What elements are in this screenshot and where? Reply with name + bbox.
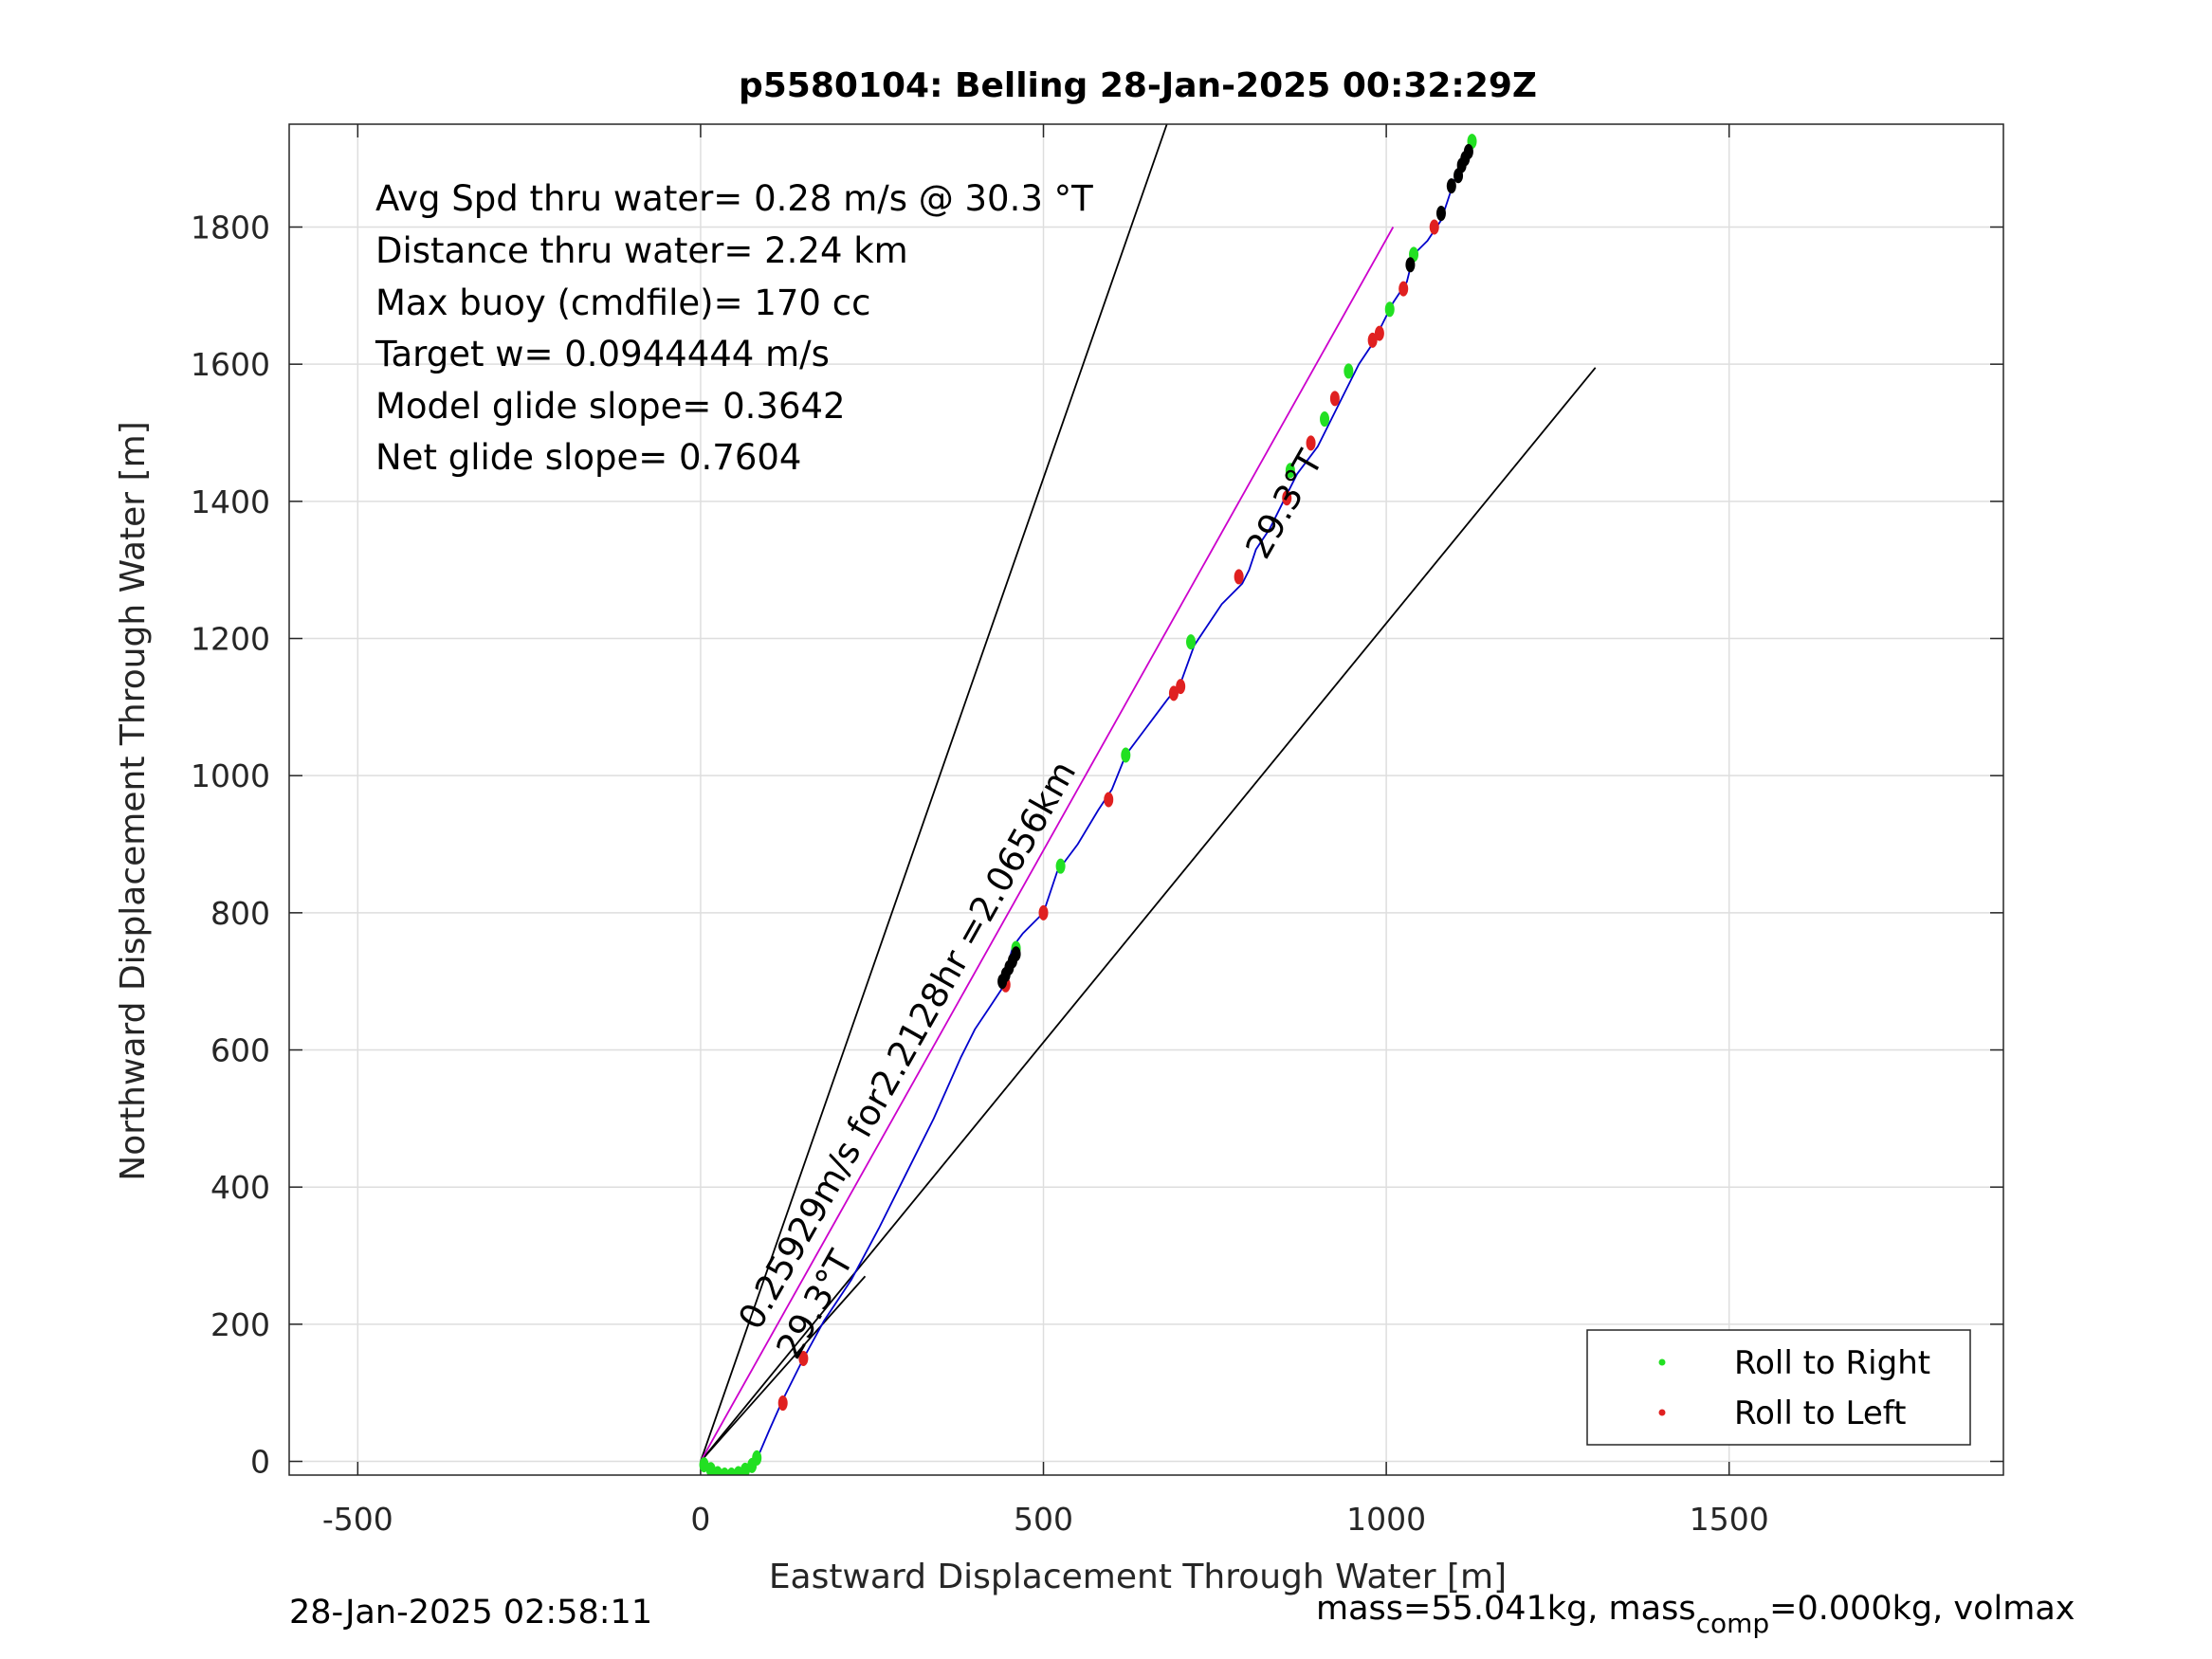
roll-left-point — [1104, 792, 1114, 808]
y-tick-label: 1400 — [191, 483, 270, 520]
heading-point — [1463, 143, 1473, 159]
tick-marks — [289, 124, 2003, 1475]
roll-left-point — [1168, 685, 1179, 702]
legend: Roll to Right Roll to Left — [1586, 1329, 1971, 1446]
reference-lines — [700, 124, 1597, 1463]
legend-label-roll-left: Roll to Left — [1734, 1395, 1907, 1432]
roll-left-point — [1367, 332, 1378, 348]
x-tick-label: 0 — [690, 1501, 710, 1538]
x-tick-labels: -500 0 500 1000 1500 — [322, 1501, 1769, 1538]
heading-point — [1446, 178, 1456, 194]
roll-right-point — [1384, 301, 1395, 318]
plot-area — [289, 124, 2003, 1475]
chart-title: p5580104: Belling 28-Jan-2025 00:32:29Z — [739, 66, 1537, 105]
y-tick-labels: 0 200 400 600 800 1000 1200 1400 1600 1800 — [191, 210, 270, 1481]
y-tick-label: 1000 — [191, 757, 270, 794]
cone-left-line — [700, 124, 1168, 1462]
y-tick-label: 1200 — [191, 621, 270, 658]
roll-left-point — [1038, 904, 1049, 921]
roll-points — [699, 134, 1477, 1475]
y-axis-label: Northward Displacement Through Water [m] — [114, 421, 153, 1180]
stats-block: Avg Spd thru water= 0.28 m/s @ 30.3 °T D… — [375, 178, 1093, 478]
footer-mass-prefix: mass=55.041kg, mass — [1316, 1590, 1696, 1628]
stat-net-glide: Net glide slope= 0.7604 — [375, 437, 801, 478]
y-tick-label: 600 — [210, 1032, 270, 1069]
grid — [289, 124, 2003, 1475]
roll-right-point — [1285, 463, 1295, 479]
roll-left-point — [1282, 490, 1292, 506]
footer-mass: mass=55.041kg, masscomp=0.000kg, volmax — [1316, 1590, 2075, 1639]
stat-distance: Distance thru water= 2.24 km — [375, 230, 908, 271]
y-tick-label: 400 — [210, 1169, 270, 1206]
roll-left-point — [777, 1395, 788, 1412]
cone-right-line — [700, 367, 1597, 1463]
roll-left-point — [1234, 569, 1244, 585]
legend-label-roll-right: Roll to Right — [1734, 1344, 1930, 1382]
legend-box — [1586, 1329, 1971, 1446]
roll-left-point — [1429, 219, 1439, 235]
footer-mass-suffix: =0.000kg, volmax — [1769, 1590, 2075, 1628]
y-tick-label: 1600 — [191, 346, 270, 383]
roll-left-point — [1176, 679, 1186, 695]
roll-left-point — [1329, 391, 1340, 407]
roll-left-point — [1306, 435, 1316, 451]
net-displacement-line — [700, 227, 1395, 1462]
heading-point — [1405, 257, 1416, 273]
stat-avg-speed: Avg Spd thru water= 0.28 m/s @ 30.3 °T — [375, 178, 1093, 219]
x-tick-label: 500 — [1014, 1501, 1073, 1538]
legend-marker-roll-right — [1658, 1358, 1666, 1366]
roll-right-point — [752, 1449, 762, 1466]
roll-right-point — [1344, 363, 1354, 379]
heading-point — [1435, 206, 1446, 222]
x-tick-label: 1500 — [1690, 1501, 1769, 1538]
roll-left-point — [1374, 325, 1384, 341]
plot-frame — [288, 123, 2004, 1476]
heading-line-line — [700, 1275, 867, 1463]
y-tick-label: 1800 — [191, 210, 270, 246]
x-tick-label: -500 — [322, 1501, 393, 1538]
x-axis-label: Eastward Displacement Through Water [m] — [769, 1558, 1507, 1596]
legend-marker-roll-left — [1658, 1409, 1666, 1416]
roll-right-point — [1121, 747, 1131, 763]
roll-right-point — [1186, 634, 1197, 650]
roll-left-point — [798, 1351, 809, 1367]
heading-point — [1011, 946, 1021, 962]
y-tick-label: 200 — [210, 1306, 270, 1343]
x-tick-label: 1000 — [1346, 1501, 1426, 1538]
footer-timestamp: 28-Jan-2025 02:58:11 — [289, 1594, 652, 1632]
y-tick-label: 800 — [210, 895, 270, 932]
roll-left-point — [1398, 281, 1409, 297]
stat-target-w: Target w= 0.0944444 m/s — [375, 334, 830, 374]
footer-mass-subscript: comp — [1696, 1608, 1770, 1639]
roll-right-point — [1320, 411, 1330, 428]
stat-max-buoy: Max buoy (cmdfile)= 170 cc — [375, 283, 870, 323]
roll-right-point — [1055, 858, 1066, 874]
y-tick-label: 0 — [250, 1444, 270, 1481]
stat-model-glide: Model glide slope= 0.3642 — [375, 386, 846, 427]
